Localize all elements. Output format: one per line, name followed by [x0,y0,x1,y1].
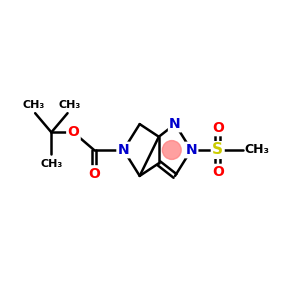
Text: CH₃: CH₃ [22,100,45,110]
Text: O: O [68,125,80,139]
Text: N: N [185,143,197,157]
Text: N: N [118,143,129,157]
Circle shape [162,141,181,159]
Text: O: O [212,121,224,135]
Text: N: N [169,117,181,131]
Text: CH₃: CH₃ [40,159,62,169]
Text: S: S [212,142,223,158]
Text: CH₃: CH₃ [59,100,81,110]
Text: CH₃: CH₃ [244,143,269,157]
Text: O: O [88,167,100,181]
Text: O: O [212,165,224,179]
